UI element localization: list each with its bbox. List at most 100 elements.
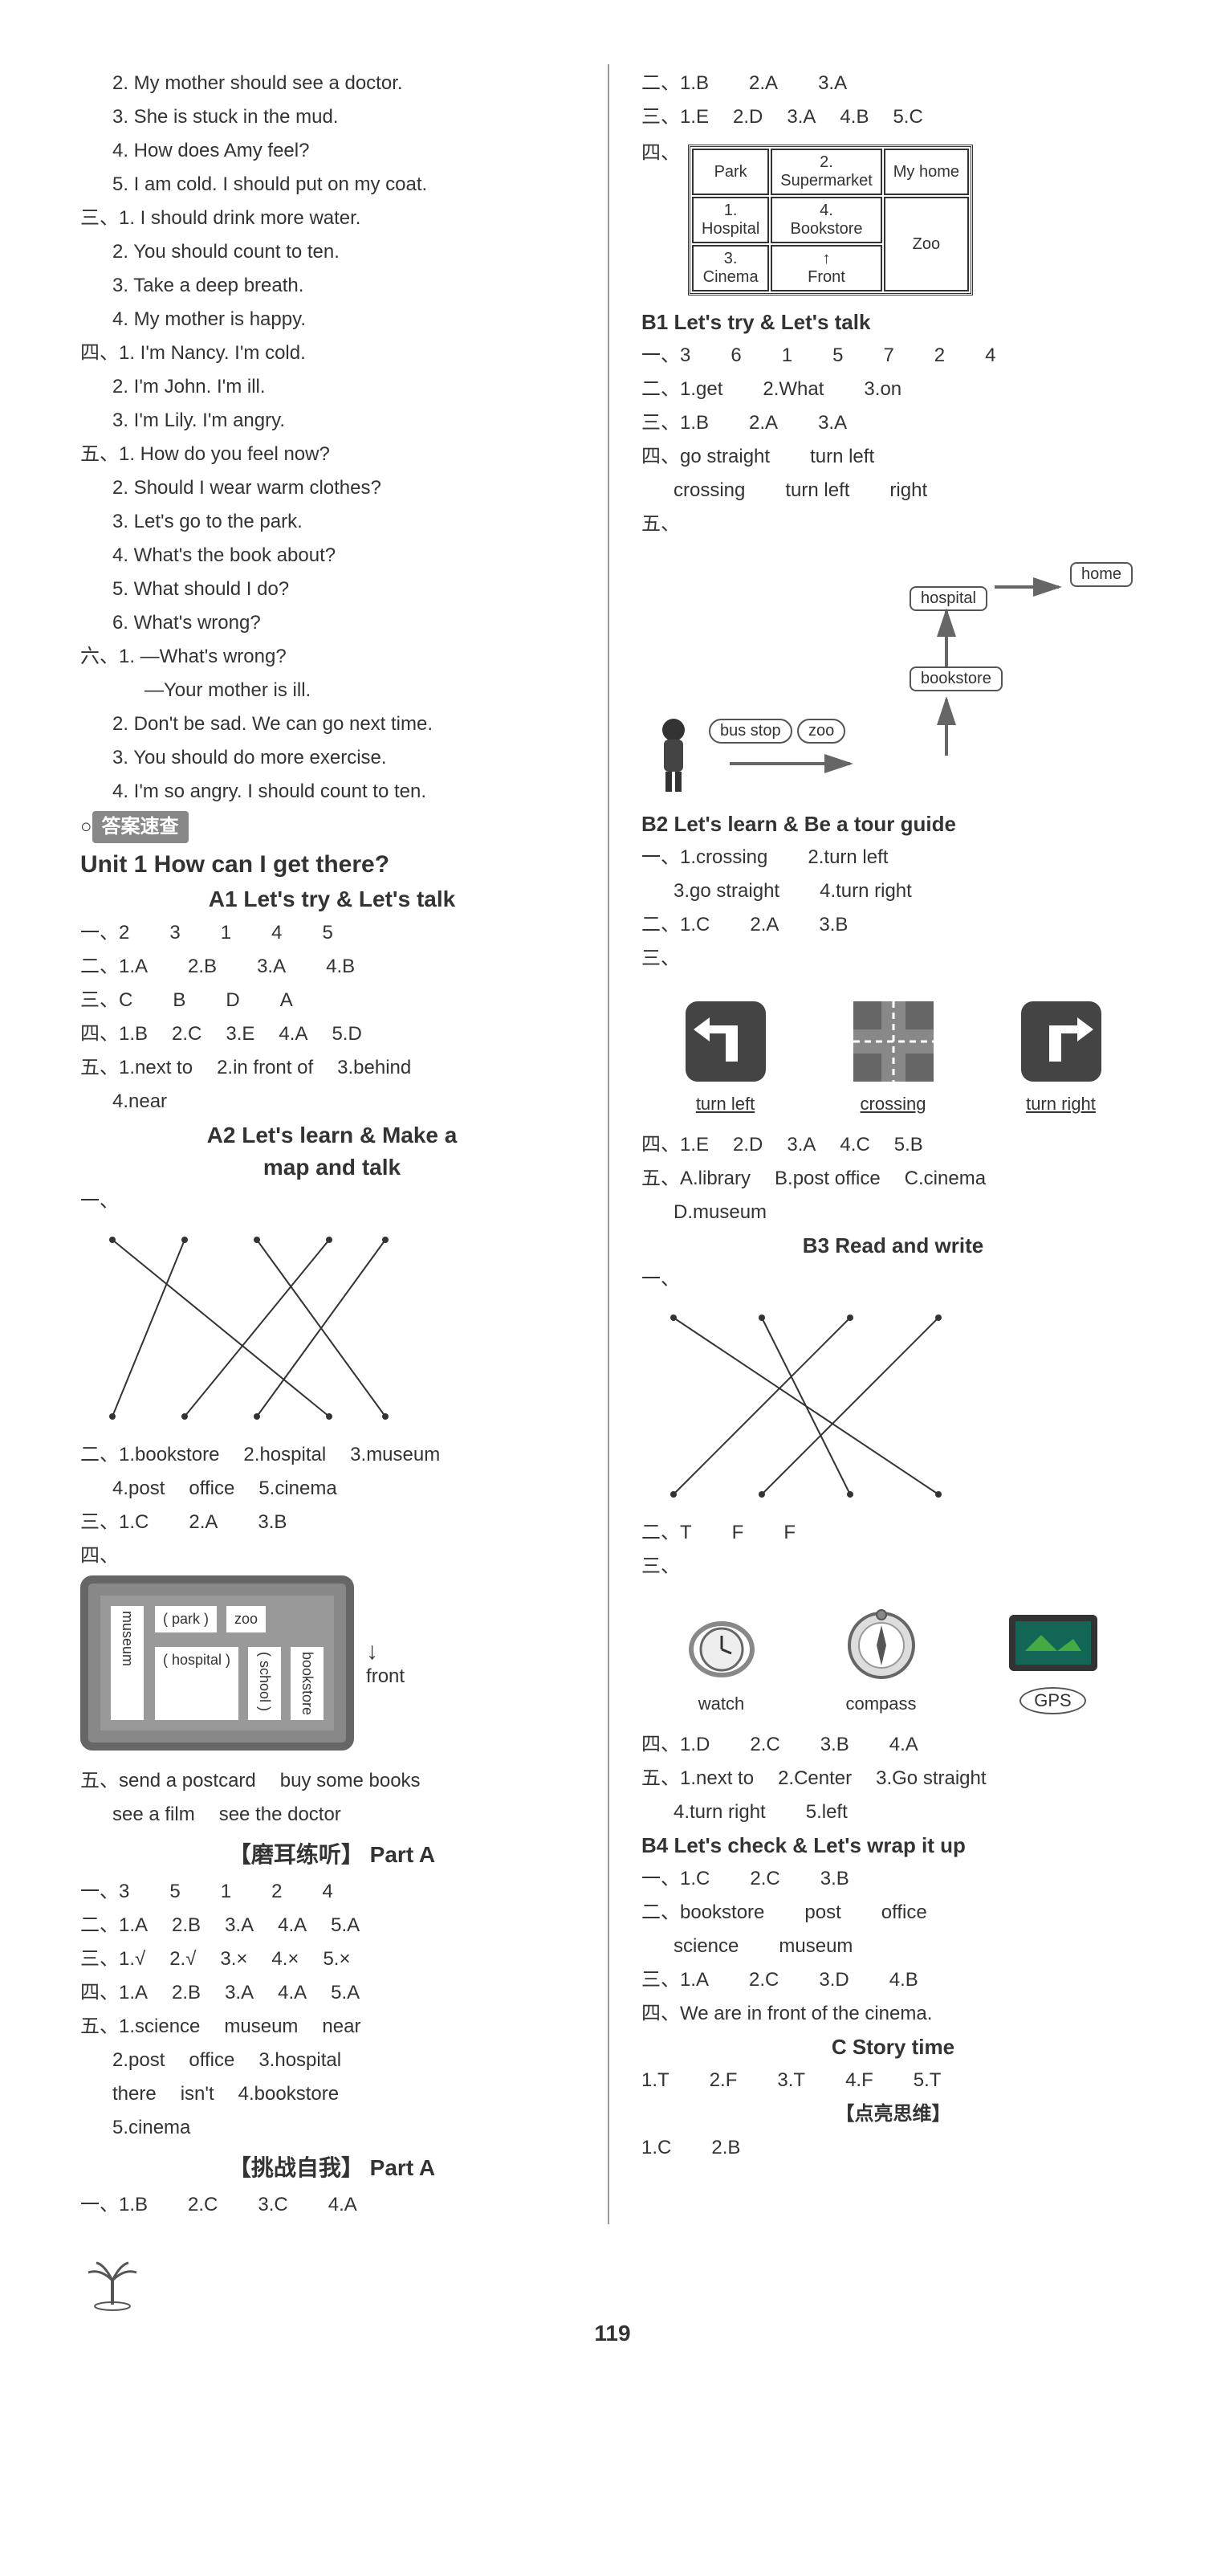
map-bookstore: bookstore: [291, 1647, 324, 1720]
text: 三、1. I should drink more water.: [80, 204, 584, 233]
map-school: ( school ): [248, 1647, 281, 1720]
bubble-zoo: zoo: [797, 719, 845, 744]
answers: 二、1.B2.A3.A: [641, 69, 1145, 98]
label: 三、: [641, 1552, 1145, 1581]
text: 4.near: [112, 1087, 584, 1116]
text: 2. Don't be sad. We can go next time.: [112, 710, 584, 739]
right-column: 二、1.B2.A3.A 三、1.E2.D3.A4.B5.C 四、 Park2. …: [641, 64, 1145, 2224]
sign-label: turn right: [1017, 1094, 1105, 1115]
text: 3. Take a deep breath.: [112, 271, 584, 300]
answers: 五、1.next to2.Center3.Go straight: [641, 1764, 1145, 1793]
label: 一、: [80, 1187, 584, 1216]
label: 四、: [641, 137, 680, 165]
cell-hospital: 1. Hospital: [692, 197, 769, 243]
answers: 三、CBDA: [80, 986, 584, 1015]
bubble-busstop: bus stop: [709, 719, 792, 744]
answers: 2.postoffice3.hospital: [112, 2046, 584, 2075]
text: 5. What should I do?: [112, 575, 584, 604]
answers: 三、1.E2.D3.A4.B5.C: [641, 103, 1145, 132]
person-icon: [649, 707, 698, 804]
answers: 五、1.next to2.in front of3.behind: [80, 1054, 584, 1082]
answers: 二、1.A2.B3.A4.B: [80, 952, 584, 981]
c-title: C Story time: [641, 2035, 1145, 2060]
cell-bookstore: 4. Bookstore: [771, 197, 882, 243]
item-row: watch compass GPS: [641, 1597, 1145, 1714]
answers: 二、bookstorepostoffice: [641, 1898, 1145, 1927]
answers: 1.T2.F3.T4.F5.T: [641, 2066, 1145, 2095]
compass-icon: compass: [841, 1597, 922, 1714]
text: 2. My mother should see a doctor.: [112, 69, 584, 98]
answers: see a filmsee the doctor: [112, 1800, 584, 1829]
answers: 4.postoffice5.cinema: [112, 1474, 584, 1503]
answers: crossingturn leftright: [674, 476, 1145, 505]
label: 五、: [641, 510, 1145, 539]
cell-front: ↑ Front: [771, 245, 882, 291]
box-hospital: hospital: [910, 586, 987, 611]
answers: 1.C2.B: [641, 2134, 1145, 2162]
unit-title: Unit 1 How can I get there?: [80, 851, 584, 878]
matching-diagram-2: [641, 1302, 962, 1510]
map-museum: museum: [111, 1606, 144, 1720]
answers: 一、35124: [80, 1877, 584, 1906]
label: 一、: [641, 1265, 1145, 1294]
map-park: ( park ): [155, 1606, 217, 1632]
box-home: home: [1070, 562, 1133, 587]
text: 4. My mother is happy.: [112, 305, 584, 334]
direction-flow-diagram: bus stop zoo bookstore hospital home: [641, 547, 1145, 804]
answers: 五、send a postcardbuy some books: [80, 1767, 584, 1795]
city-map: museum ( park ) zoo ( hospital ) ( schoo…: [80, 1575, 354, 1751]
answer-check-tag: 答案速查: [92, 811, 189, 843]
crossing-sign: crossing: [849, 989, 938, 1115]
part-a-ear: 【磨耳练听】 Part A: [80, 1837, 584, 1869]
label: 三、: [641, 944, 1145, 973]
page-footer: 119: [80, 2256, 1145, 2346]
answers: thereisn't4.bookstore: [112, 2080, 584, 2109]
text: 2. You should count to ten.: [112, 238, 584, 267]
answers: 一、3615724: [641, 341, 1145, 370]
a2-title: A2 Let's learn & Make a: [80, 1123, 584, 1148]
answers: 二、1.A2.B3.A4.A5.A: [80, 1911, 584, 1940]
matching-diagram: [80, 1224, 401, 1433]
page-number: 119: [80, 2321, 1145, 2346]
b1-title: B1 Let's try & Let's talk: [641, 310, 1145, 335]
label: 四、: [80, 1542, 584, 1571]
cell-supermarket: 2. Supermarket: [771, 149, 882, 195]
answers: 二、1.C2.A3.B: [641, 911, 1145, 940]
text: 2. I'm John. I'm ill.: [112, 373, 584, 401]
text: 3. I'm Lily. I'm angry.: [112, 406, 584, 435]
cell-myhome: My home: [884, 149, 969, 195]
text: 四、We are in front of the cinema.: [641, 1999, 1145, 2028]
b2-title: B2 Let's learn & Be a tour guide: [641, 812, 1145, 837]
answers: 一、23145: [80, 919, 584, 948]
answers: 一、1.B2.C3.C4.A: [80, 2191, 584, 2219]
item-label: compass: [841, 1694, 922, 1714]
sign-label: crossing: [849, 1094, 938, 1115]
answers: 一、1.crossing2.turn left: [641, 843, 1145, 872]
map-zoo: zoo: [226, 1606, 266, 1632]
palm-tree-icon: [80, 2256, 144, 2313]
sign-row: turn left crossing turn right: [641, 989, 1145, 1115]
text: —Your mother is ill.: [144, 676, 584, 705]
cell-zoo: Zoo: [884, 197, 969, 291]
dianliang: 【点亮思维】: [641, 2100, 1145, 2129]
text: 3. Let's go to the park.: [112, 507, 584, 536]
text: 4. How does Amy feel?: [112, 137, 584, 165]
left-column: 2. My mother should see a doctor. 3. She…: [80, 64, 609, 2224]
answers: 四、1.B2.C3.E4.A5.D: [80, 1020, 584, 1049]
b3-title: B3 Read and write: [641, 1233, 1145, 1258]
cell-park: Park: [692, 149, 769, 195]
answers: 四、1.D2.C3.B4.A: [641, 1730, 1145, 1759]
answers: 二、1.bookstore2.hospital3.museum: [80, 1441, 584, 1469]
text: 四、1. I'm Nancy. I'm cold.: [80, 339, 584, 368]
text: 3. She is stuck in the mud.: [112, 103, 584, 132]
a2-title2: map and talk: [80, 1155, 584, 1180]
front-label: front: [366, 1665, 405, 1688]
gps-icon: GPS: [1001, 1599, 1105, 1714]
answers: 三、1.√2.√3.×4.×5.×: [80, 1945, 584, 1974]
text: 4. I'm so angry. I should count to ten.: [112, 777, 584, 806]
part-a-challenge: 【挑战自我】 Part A: [80, 2150, 584, 2183]
text: 2. Should I wear warm clothes?: [112, 474, 584, 503]
answers: 二、1.get2.What3.on: [641, 375, 1145, 404]
text: 4. What's the book about?: [112, 541, 584, 570]
text: 3. You should do more exercise.: [112, 744, 584, 772]
